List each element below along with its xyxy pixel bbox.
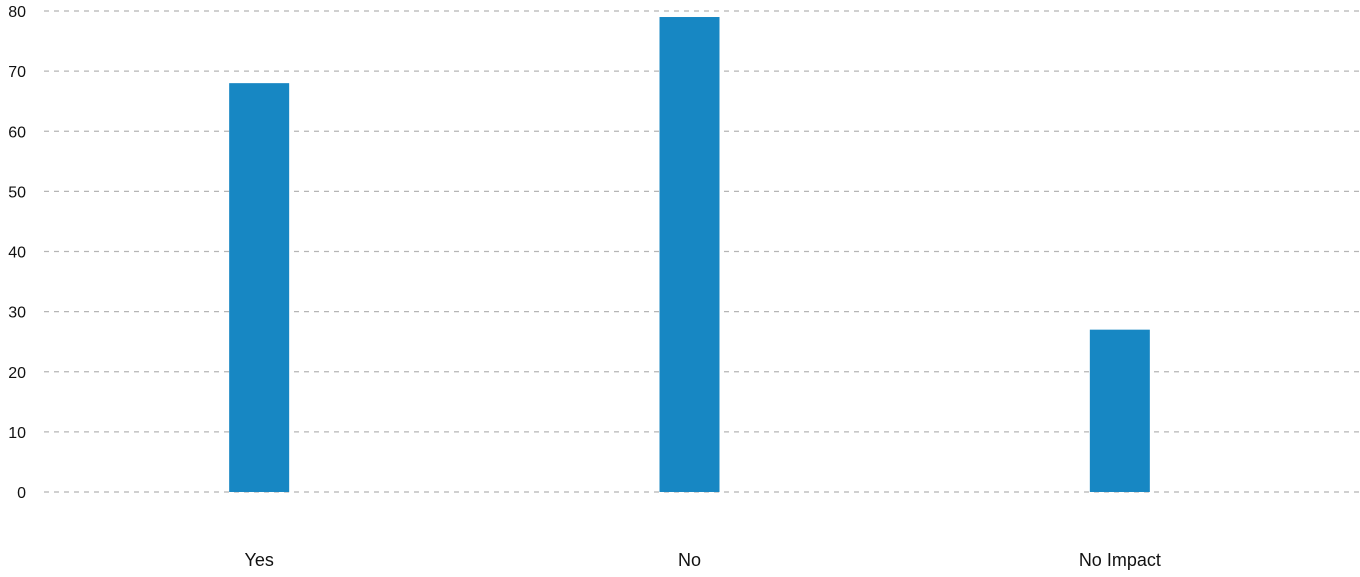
y-tick-label: 30 xyxy=(8,305,26,322)
y-tick-label: 10 xyxy=(8,425,26,442)
y-tick-label: 20 xyxy=(8,365,26,382)
x-category-label: No xyxy=(678,550,701,570)
x-category-label: No Impact xyxy=(1079,550,1161,570)
y-tick-label: 80 xyxy=(8,4,26,21)
x-category-label: Yes xyxy=(244,550,273,570)
y-tick-label: 50 xyxy=(8,184,26,201)
bars xyxy=(229,17,1150,493)
bar-no-impact[interactable] xyxy=(1089,329,1150,492)
y-tick-label: 70 xyxy=(8,64,26,81)
bar-no[interactable] xyxy=(659,17,720,492)
bar-yes[interactable] xyxy=(229,83,290,493)
x-axis-category-labels: Yes No No Impact xyxy=(244,550,1160,570)
y-tick-label: 0 xyxy=(17,485,26,502)
y-axis-tick-labels: 0 10 20 30 40 50 60 70 80 xyxy=(8,4,26,502)
y-tick-label: 60 xyxy=(8,124,26,141)
y-tick-label: 40 xyxy=(8,245,26,262)
